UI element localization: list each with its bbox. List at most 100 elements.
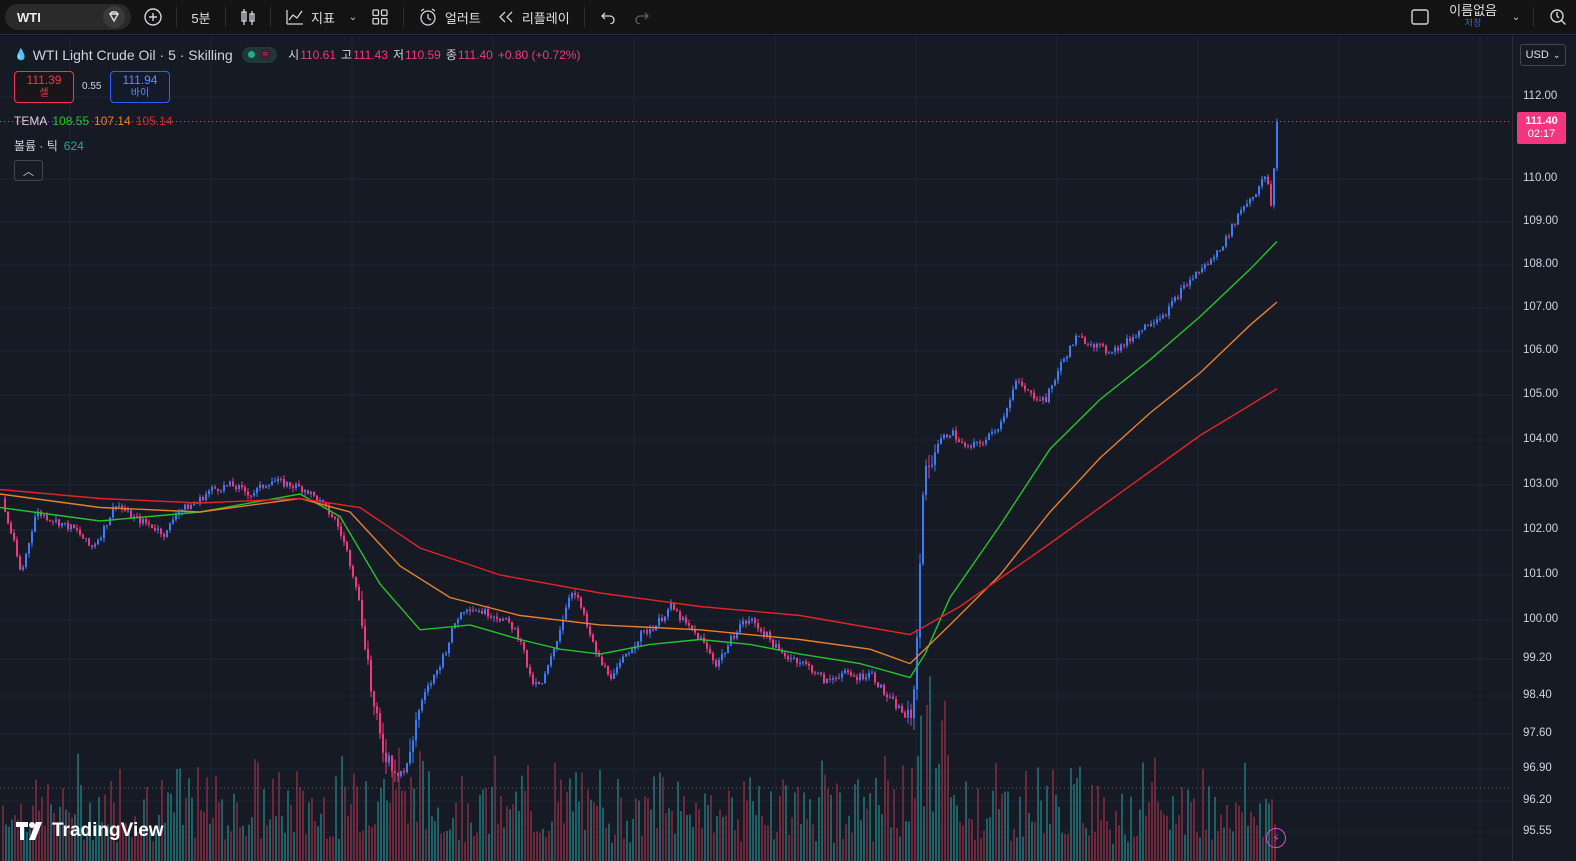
replay-button[interactable]: 리플레이: [489, 0, 578, 34]
candle-body: [547, 665, 549, 674]
volume-bar: [842, 839, 844, 861]
legend-volume[interactable]: 볼륨 · 틱 624: [14, 137, 84, 154]
volume-bar: [92, 840, 94, 861]
volume-bar: [344, 786, 346, 861]
candle-body: [403, 771, 405, 773]
volume-bar: [1103, 797, 1105, 861]
chevron-down-icon[interactable]: ⌄: [348, 11, 358, 23]
volume-bar: [17, 819, 19, 861]
candle-body: [694, 629, 696, 633]
candle-body: [892, 696, 894, 699]
buy-button[interactable]: 111.94 바이: [110, 71, 170, 103]
alert-button[interactable]: 얼러트: [410, 0, 489, 34]
indicators-button[interactable]: 지표: [277, 0, 343, 34]
volume-bar: [533, 832, 535, 861]
volume-bar: [896, 828, 898, 861]
volume-bar: [269, 819, 271, 861]
chart-pane[interactable]: 💧 WTI Light Crude Oil · 5 · Skilling ≈ 시…: [0, 36, 1512, 861]
price-axis[interactable]: USD ⌄ 112.00 110.00 109.00 108.00 107.00 106.…: [1512, 36, 1576, 861]
candle-body: [202, 496, 204, 501]
symbol-search[interactable]: WTI: [5, 4, 131, 30]
price-chart[interactable]: [0, 36, 1512, 861]
volume-bar: [545, 836, 547, 861]
volume-bar: [449, 829, 451, 861]
market-status-badge[interactable]: ≈: [241, 46, 278, 63]
candle-body: [514, 628, 516, 630]
volume-bar: [122, 823, 124, 861]
volume-bar: [158, 814, 160, 861]
candle-body: [979, 441, 981, 444]
candle-body: [316, 495, 318, 502]
chevron-down-icon[interactable]: ⌄: [1511, 11, 1521, 23]
candle-body: [1156, 319, 1158, 323]
candle-body: [748, 620, 750, 624]
candle-body: [997, 428, 999, 432]
volume-bar: [476, 832, 478, 861]
candle-body: [19, 556, 21, 570]
candle-body: [676, 609, 678, 612]
candle-body: [61, 523, 63, 526]
volume-bar: [605, 828, 607, 861]
candle-body: [421, 700, 423, 711]
interval-button[interactable]: 5분: [191, 10, 211, 26]
volume-bar: [578, 801, 580, 861]
candle-body: [1273, 168, 1275, 206]
lightning-icon[interactable]: ⚡: [1266, 828, 1286, 848]
layouts-button[interactable]: [363, 0, 397, 34]
undo-button[interactable]: [591, 0, 625, 34]
candle-body: [472, 610, 474, 612]
currency-button[interactable]: USD ⌄: [1520, 44, 1566, 66]
sell-label: 셀: [39, 88, 49, 99]
candle-body: [673, 603, 675, 610]
candle-body: [640, 631, 642, 642]
volume-bar: [548, 830, 550, 861]
volume-bar: [398, 747, 400, 861]
volume-bar: [806, 818, 808, 861]
candle-body: [451, 628, 453, 643]
volume-bar: [1244, 762, 1246, 861]
volume-bar: [296, 771, 298, 861]
window-toggle-button[interactable]: [1403, 0, 1437, 34]
diamond-icon[interactable]: [103, 6, 125, 28]
candle-body: [946, 434, 948, 438]
volume-bar: [875, 777, 877, 861]
volume-bar: [98, 797, 100, 861]
volume-label: 볼륨 · 틱: [14, 139, 58, 153]
redo-button[interactable]: [625, 0, 659, 34]
volume-bar: [152, 841, 154, 861]
candle-body: [1159, 317, 1161, 320]
candle-body: [967, 445, 969, 447]
candle-body: [688, 623, 690, 626]
volume-bar: [104, 794, 106, 861]
volume-bar: [359, 832, 361, 861]
volume-bar: [1034, 821, 1036, 861]
sell-button[interactable]: 111.39 셀: [14, 71, 74, 103]
volume-bar: [218, 802, 220, 861]
price-tick-label: 100.00: [1523, 613, 1559, 625]
volume-bar: [725, 815, 727, 861]
layout-name-button[interactable]: 이름없음 저장: [1449, 4, 1497, 30]
candle-body: [610, 674, 612, 679]
chart-type-button[interactable]: [232, 0, 264, 34]
volume-bar: [242, 825, 244, 861]
quick-search-button[interactable]: [1540, 0, 1576, 34]
volume-bar: [968, 818, 970, 861]
candle-body: [280, 478, 282, 480]
volume-bar: [1124, 834, 1126, 861]
volume-bar: [248, 824, 250, 861]
candle-body: [1063, 358, 1065, 362]
volume-bar: [443, 832, 445, 861]
volume-bar: [584, 829, 586, 861]
tradingview-logo[interactable]: TradingView: [16, 820, 164, 842]
candle-body: [343, 535, 345, 542]
volume-bar: [512, 804, 514, 861]
volume-bar: [461, 775, 463, 861]
volume-bar: [314, 821, 316, 861]
volume-bar: [869, 793, 871, 861]
volume-bar: [812, 824, 814, 861]
candle-body: [445, 653, 447, 655]
collapse-legend-button[interactable]: ︿: [14, 160, 43, 181]
add-symbol-button[interactable]: [136, 0, 170, 34]
legend-tema[interactable]: TEMA 108.55 107.14 105.14: [14, 114, 172, 128]
candle-body: [601, 656, 603, 666]
